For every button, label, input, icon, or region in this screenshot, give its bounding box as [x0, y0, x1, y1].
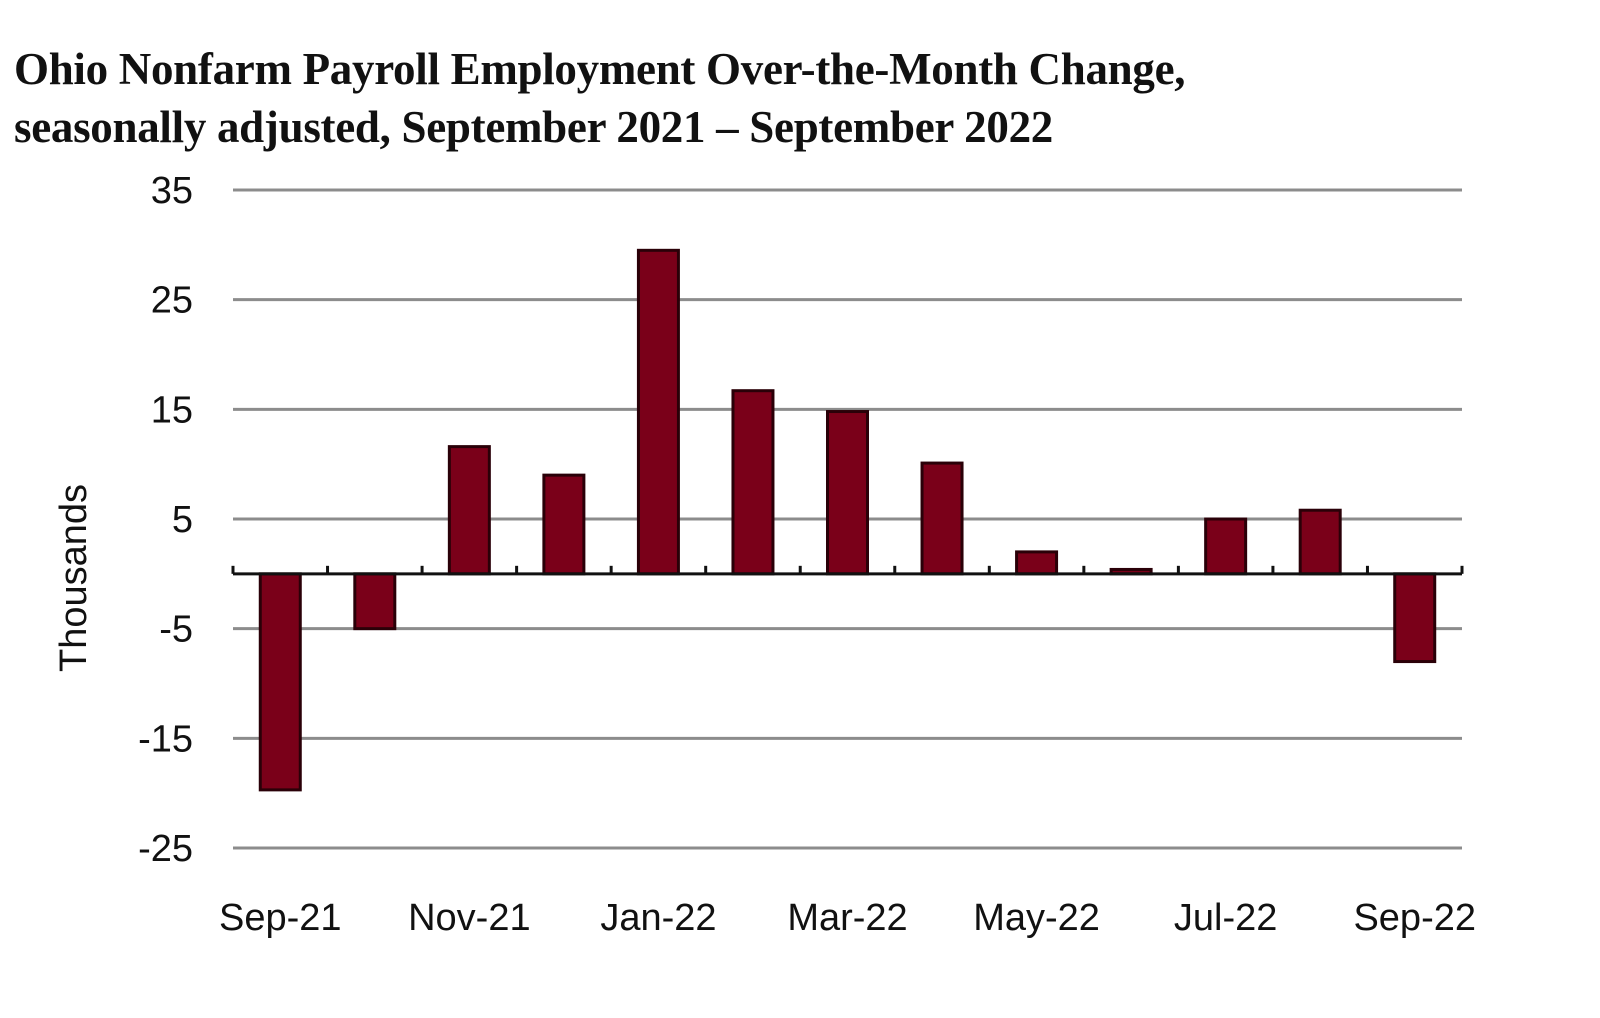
y-tick-label: 15: [151, 389, 193, 431]
bar-feb-22: [731, 389, 775, 576]
bar-sep-21: [258, 572, 302, 792]
x-axis: [231, 565, 1464, 576]
bar-apr-22: [920, 461, 964, 576]
y-tick-label: -5: [159, 609, 193, 651]
y-tick-label: -15: [138, 718, 193, 760]
chart-title-line-1: Ohio Nonfarm Payroll Employment Over-the…: [14, 44, 1186, 94]
chart-title-line-2: seasonally adjusted, September 2021 – Se…: [14, 102, 1053, 152]
x-tick-label: May-22: [973, 897, 1100, 939]
bar-may-22: [1015, 550, 1059, 576]
y-axis-tick-labels: 35 25 15 5 -5 -15 -25: [138, 170, 193, 870]
x-tick-label: Mar-22: [787, 897, 907, 939]
chart-title: Ohio Nonfarm Payroll Employment Over-the…: [14, 40, 1574, 156]
x-tick-label: Nov-21: [408, 897, 531, 939]
bar-jan-22: [636, 248, 680, 576]
bar-oct-21: [353, 572, 397, 631]
bar-mar-22: [826, 410, 869, 576]
y-tick-label: 5: [172, 499, 193, 541]
x-tick-label: Jan-22: [600, 897, 716, 939]
x-axis-tick-labels: Sep-21 Nov-21 Jan-22 Mar-22 May-22 Jul-22 Sep-…: [219, 897, 1476, 939]
bar-jul-22: [1204, 517, 1248, 576]
bar-aug-22: [1298, 508, 1342, 576]
y-tick-label: 25: [151, 280, 193, 322]
y-axis-label: Thousands: [53, 484, 95, 672]
x-tick-label: Jul-22: [1174, 897, 1278, 939]
y-tick-label: -25: [138, 828, 193, 870]
x-tick-label: Sep-22: [1353, 897, 1476, 939]
y-tick-label: 35: [151, 170, 193, 212]
gridlines: [233, 188, 1462, 850]
bar-sep-22: [1393, 572, 1437, 664]
bar-dec-21: [542, 473, 586, 576]
x-tick-label: Sep-21: [219, 897, 342, 939]
bar-nov-21: [447, 445, 491, 576]
